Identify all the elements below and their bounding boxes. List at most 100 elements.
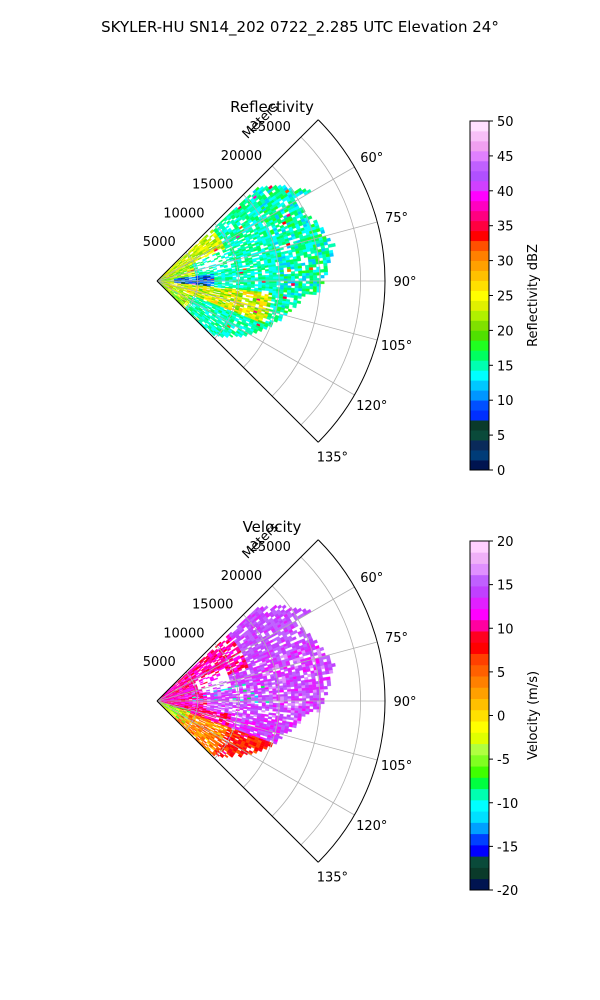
data-cell (181, 277, 186, 280)
data-cell (188, 277, 193, 279)
data-cell (287, 696, 292, 699)
data-cell (265, 282, 270, 286)
data-cell (239, 708, 244, 711)
data-cell (283, 691, 288, 695)
colorbar-segment (470, 121, 489, 132)
data-cell (250, 282, 255, 285)
data-cell (232, 702, 237, 704)
data-cell (313, 283, 318, 287)
data-cell (296, 300, 302, 304)
data-cell (319, 260, 324, 265)
data-cell (269, 282, 274, 286)
data-cell (280, 694, 285, 697)
data-cell (204, 254, 209, 258)
data-cell (272, 276, 277, 280)
data-cell (305, 264, 310, 269)
data-cell (272, 282, 277, 286)
data-cell (247, 697, 252, 700)
data-cell (323, 691, 329, 696)
data-cell (309, 283, 314, 287)
colorbar-segment (470, 130, 489, 142)
data-cell (192, 279, 197, 281)
data-cell (269, 704, 274, 708)
data-cell (291, 696, 296, 699)
data-cell (207, 238, 212, 243)
data-cell (247, 704, 252, 707)
data-cell (192, 277, 197, 279)
data-cell (323, 268, 328, 273)
colorbar-segment (470, 440, 489, 451)
data-cell (199, 283, 204, 285)
data-cell (246, 291, 251, 295)
data-cell (212, 673, 217, 677)
data-cell (313, 280, 318, 284)
data-cell (305, 711, 310, 715)
data-cell (298, 693, 303, 697)
data-cell (246, 691, 251, 694)
data-cell (323, 265, 328, 270)
data-cell (290, 688, 295, 692)
data-cell (274, 259, 279, 263)
data-cell (291, 636, 297, 641)
colorbar-segment (470, 220, 489, 232)
data-cell (261, 267, 266, 271)
data-cell (228, 696, 233, 699)
data-cell (312, 272, 318, 276)
colorbar-segment (470, 240, 489, 252)
colorbar-tick-label: 20 (497, 324, 514, 339)
data-cell (255, 257, 260, 261)
theta-tick-label: 105° (381, 339, 412, 354)
data-cell (206, 277, 211, 279)
data-cell (282, 264, 288, 268)
data-cell (280, 274, 285, 277)
data-cell (203, 697, 208, 699)
data-cell (298, 703, 303, 707)
data-cell (287, 269, 292, 273)
data-cell (291, 693, 296, 697)
data-cell (239, 282, 244, 285)
data-cell (264, 246, 269, 251)
data-cell (232, 286, 237, 289)
colorbar-segment (470, 200, 489, 212)
data-cell (313, 278, 318, 282)
data-cell (188, 275, 193, 277)
colorbar-tick-label: 50 (497, 115, 514, 130)
data-cell (261, 277, 266, 280)
data-cell (297, 295, 302, 299)
data-cell (306, 668, 311, 673)
data-cell (284, 250, 289, 254)
data-cell (308, 684, 313, 688)
data-cell (268, 686, 273, 690)
data-cell (299, 674, 305, 679)
data-cell (204, 234, 209, 239)
data-cell (221, 705, 226, 708)
data-cell (276, 694, 281, 697)
data-cell (294, 705, 299, 709)
data-cell (319, 683, 324, 687)
data-cell (283, 289, 288, 293)
theta-tick-label: 90° (393, 275, 416, 290)
data-cell (291, 705, 296, 709)
data-cell (283, 285, 288, 288)
data-cell (305, 708, 310, 712)
data-cell (225, 258, 230, 262)
data-cell (226, 248, 231, 252)
data-cell (250, 277, 255, 280)
data-cell (206, 698, 211, 701)
data-cell (188, 281, 193, 284)
data-cell (253, 268, 258, 271)
data-cell (213, 268, 218, 271)
data-cell (320, 700, 325, 705)
data-cell (294, 285, 299, 289)
data-cell (200, 263, 205, 267)
data-cell (322, 260, 328, 264)
data-cell (326, 682, 332, 687)
data-cell (305, 270, 310, 274)
data-cell (290, 287, 295, 291)
data-cell (303, 254, 308, 258)
data-cell (249, 295, 254, 299)
data-cell (188, 698, 193, 700)
data-cell (309, 689, 314, 694)
colorbar-segment (470, 380, 489, 391)
